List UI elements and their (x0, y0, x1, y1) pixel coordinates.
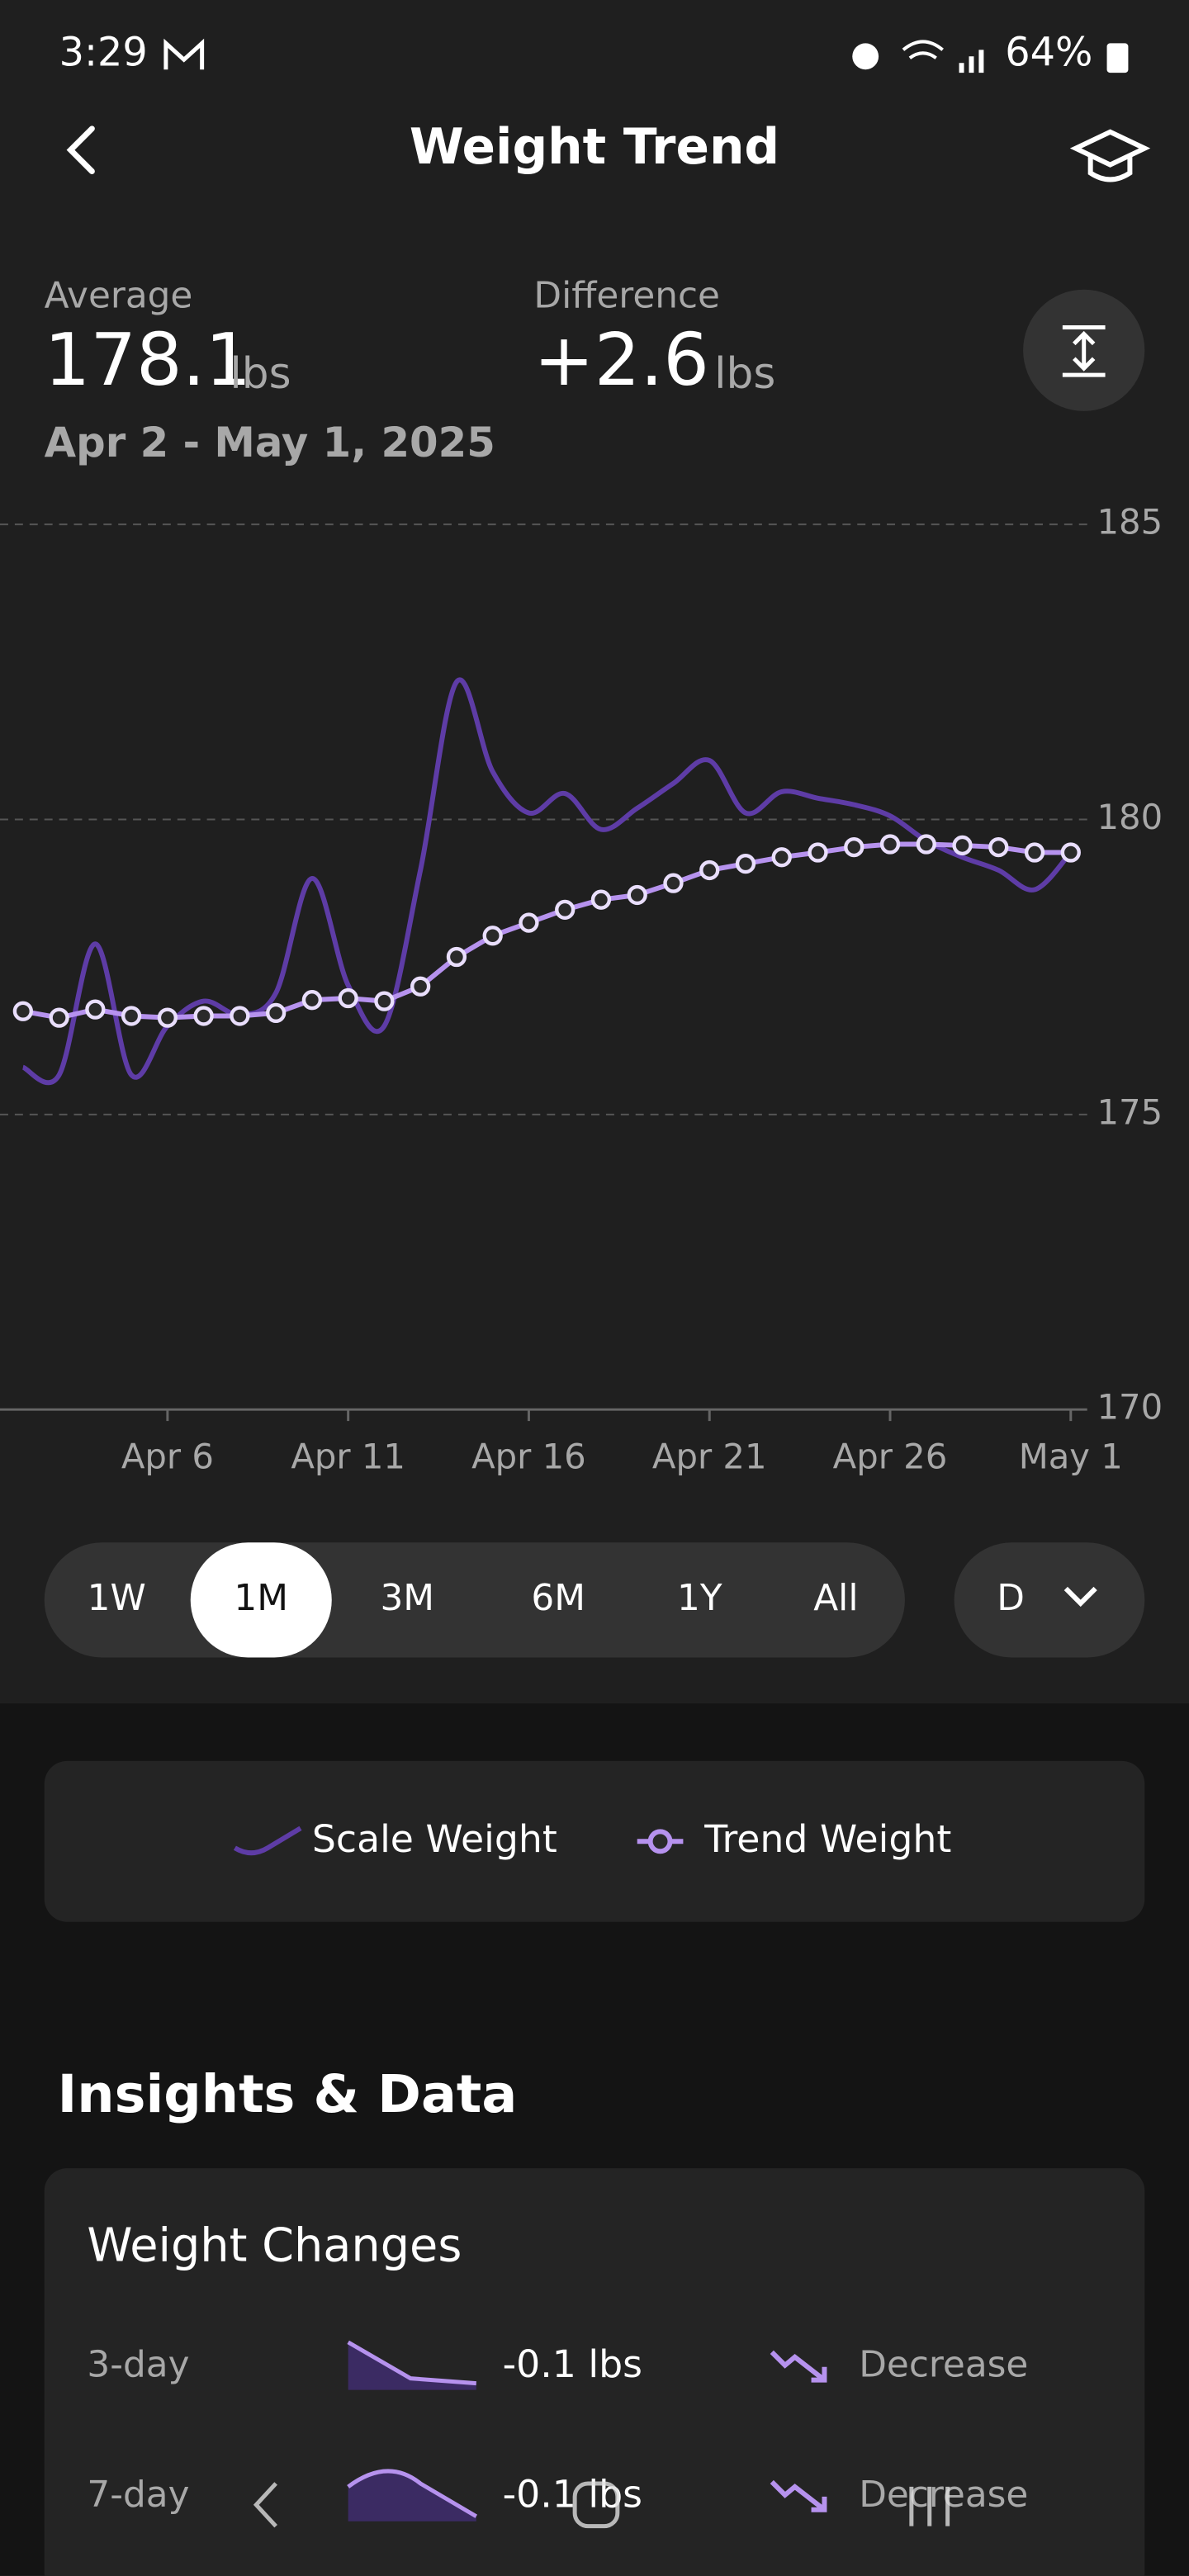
trend-marker (266, 1002, 287, 1024)
legend-entry: Trend Weight (703, 1817, 951, 1861)
trend-marker (663, 873, 684, 893)
navigation-bar (253, 2481, 950, 2529)
difference-unit: lbs (714, 349, 775, 399)
range-option[interactable]: 3M (380, 1577, 434, 1619)
trend-marker (338, 987, 358, 1009)
x-tick-label: Apr 21 (652, 1436, 767, 1476)
trend-marker (590, 889, 612, 910)
trend-marker (519, 912, 539, 933)
trend-marker (879, 834, 901, 855)
trend-marker (121, 1006, 142, 1026)
x-tick-label: May 1 (1019, 1436, 1123, 1476)
mail-icon (163, 38, 205, 70)
sparkline-area (348, 2470, 476, 2522)
range-option[interactable]: 1W (88, 1577, 146, 1619)
range-option[interactable]: 6M (531, 1577, 585, 1619)
alarm-icon (852, 43, 879, 70)
learn-button[interactable] (1069, 129, 1151, 182)
x-tick-label: Apr 11 (291, 1436, 405, 1476)
change-value: -0.1 lbs (503, 2342, 642, 2386)
x-tick-label: Apr 26 (833, 1436, 948, 1476)
trend-marker (301, 990, 323, 1011)
insights-card (44, 2168, 1145, 2576)
trend-marker (410, 976, 431, 997)
sparkline-area (348, 2342, 476, 2390)
trend-marker (771, 847, 792, 868)
trend-marker (49, 1007, 69, 1028)
trend-marker (193, 1006, 214, 1026)
nav-recents[interactable] (909, 2486, 950, 2526)
trend-marker (374, 991, 395, 1011)
trend-marker (157, 1007, 178, 1028)
legend-card (44, 1760, 1145, 1922)
trend-marker (1060, 842, 1081, 863)
status-time: 3:29 (59, 30, 148, 75)
direction-label: Decrease (859, 2344, 1028, 2386)
trend-marker (735, 853, 756, 874)
sparkline (347, 2340, 476, 2386)
range-option-selected[interactable] (190, 1542, 332, 1658)
change-value: -0.1 lbs (503, 2472, 642, 2516)
sparkline (347, 2469, 478, 2518)
period-label: 3-day (87, 2344, 189, 2386)
range-selector (44, 1542, 905, 1658)
range-option[interactable]: All (813, 1577, 858, 1619)
difference-value: +2.6 (533, 318, 708, 402)
legend-entry: Scale Weight (312, 1817, 557, 1861)
direction-label: Decrease (859, 2474, 1028, 2516)
interval-label: D (997, 1577, 1025, 1619)
average-value: 178.1 (45, 318, 252, 402)
trend-marker (916, 834, 936, 855)
average-label: Average (45, 275, 193, 317)
trend-marker (1024, 842, 1045, 863)
trend-marker (699, 859, 720, 881)
range-option[interactable]: 1Y (677, 1577, 722, 1619)
trend-marker (555, 899, 576, 920)
trend-marker (808, 842, 828, 863)
average-unit: lbs (230, 349, 291, 399)
signal-icon (959, 50, 984, 73)
trend-marker (952, 835, 973, 856)
battery-icon (1106, 43, 1129, 73)
y-tick-label: 170 (1097, 1387, 1163, 1428)
nav-home[interactable] (572, 2481, 620, 2529)
battery-percent: 64% (1005, 30, 1092, 75)
legend-swatch (233, 1825, 302, 1856)
x-tick-label: Apr 16 (471, 1436, 586, 1476)
page-title: Weight Trend (410, 119, 779, 176)
x-tick-label: Apr 6 (121, 1436, 214, 1476)
nav-back[interactable] (253, 2482, 277, 2528)
range-option[interactable]: 1M (234, 1577, 288, 1619)
date-range: Apr 2 - May 1, 2025 (45, 419, 495, 466)
y-tick-label: 185 (1097, 502, 1163, 542)
trend-marker (627, 884, 647, 906)
range-options: 1W 1M 3M 6M 1Y All (88, 1542, 859, 1658)
trend-marker (482, 926, 503, 946)
trend-marker (230, 1006, 250, 1026)
decrease-icon (770, 2350, 827, 2383)
back-button[interactable] (66, 125, 95, 174)
legend-marker (647, 1829, 673, 1854)
decrease-icon (770, 2479, 827, 2512)
interval-dropdown[interactable] (954, 1542, 1145, 1658)
wifi-icon (902, 40, 944, 59)
difference-label: Difference (533, 275, 720, 317)
trend-marker (844, 836, 865, 858)
trend-marker (988, 836, 1009, 858)
section-title: Insights & Data (58, 2064, 518, 2125)
chart: 170 175 180 185 Apr 6 Apr 11 Apr 16 Apr 21 Apr 2… (0, 502, 1163, 1476)
card-title: Weight Changes (87, 2219, 462, 2273)
period-label: 7-day (87, 2474, 189, 2516)
y-tick-label: 180 (1097, 797, 1163, 837)
fit-button[interactable] (1023, 289, 1145, 411)
trend-marker (85, 999, 106, 1020)
y-tick-label: 175 (1097, 1091, 1163, 1132)
trend-marker (12, 1001, 33, 1021)
trend-marker (446, 946, 467, 968)
